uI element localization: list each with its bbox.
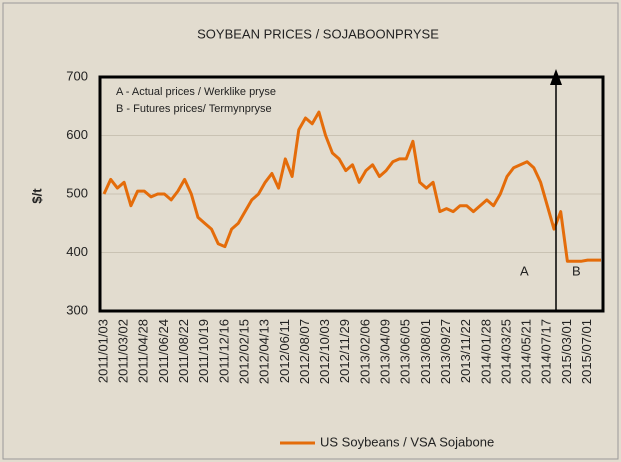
x-tick-label: 2011/04/28 [136, 319, 151, 383]
x-tick-label: 2015/07/01 [579, 319, 594, 384]
x-tick-label: 2013/11/22 [458, 319, 473, 383]
x-tick-label: 2012/02/15 [236, 319, 251, 384]
annotation: A [520, 263, 529, 278]
y-tick-label: 500 [66, 185, 88, 200]
x-tick-label: 2012/04/13 [257, 319, 272, 384]
x-tick-label: 2015/03/01 [559, 319, 574, 384]
x-tick-label: 2011/12/16 [216, 319, 231, 383]
x-tick-label: 2012/06/11 [277, 319, 292, 383]
annotation: B [572, 263, 581, 278]
x-tick-label: 2011/10/19 [196, 319, 211, 383]
x-tick-label: 2014/07/17 [539, 319, 554, 384]
chart-title: SOYBEAN PRICES / SOJABOONPRYSE [197, 26, 439, 41]
x-tick-label: 2013/06/05 [398, 319, 413, 384]
y-tick-label: 600 [66, 127, 88, 142]
annotation: A - Actual prices / Werklike pryse [116, 86, 276, 98]
annotation: B - Futures prices/ Termynpryse [116, 103, 272, 115]
x-tick-label: 2014/03/25 [498, 319, 513, 384]
y-tick-label: 300 [66, 302, 88, 317]
x-tick-label: 2014/01/28 [478, 319, 493, 384]
x-tick-label: 2014/05/21 [519, 319, 534, 384]
plot-border [98, 75, 605, 313]
x-tick-label: 2013/08/01 [418, 319, 433, 384]
x-tick-label: 2013/02/06 [357, 319, 372, 384]
price-line [102, 110, 601, 263]
x-tick-label: 2011/01/03 [95, 319, 110, 383]
arrow-head [550, 69, 562, 85]
y-axis-label: $/t [29, 188, 44, 204]
x-tick-label: 2011/06/24 [156, 319, 171, 383]
x-tick-label: 2013/09/27 [438, 319, 453, 384]
x-tick-label: 2011/08/22 [176, 319, 191, 383]
y-tick-label: 400 [66, 244, 88, 259]
y-tick-label: 700 [66, 68, 88, 83]
x-tick-label: 2012/10/03 [317, 319, 332, 384]
x-tick-label: 2012/08/07 [297, 319, 312, 384]
x-tick-label: 2013/04/09 [378, 319, 393, 384]
x-tick-label: 2012/11/29 [337, 319, 352, 383]
x-tick-label: 2011/03/02 [116, 319, 131, 383]
legend-label: US Soybeans / VSA Sojabone [320, 434, 494, 449]
